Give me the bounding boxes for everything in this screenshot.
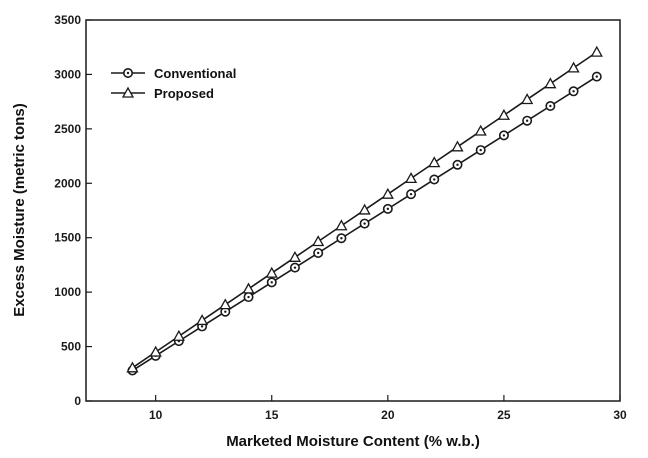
legend: Conventional Proposed (111, 66, 236, 101)
triangle-marker (149, 345, 162, 357)
circle-marker-center (502, 134, 506, 137)
circle-marker-center (433, 178, 436, 181)
triangle-marker (358, 203, 371, 215)
y-axis-title: Excess Moisture (metric tons) (11, 103, 28, 316)
circle-marker-center (549, 104, 552, 108)
triangle-marker (195, 314, 209, 326)
circle-marker-center (363, 222, 366, 225)
circle-marker-center (456, 163, 459, 166)
triangle-marker (381, 187, 394, 199)
triangle-marker (567, 61, 580, 73)
triangle-marker (288, 250, 302, 262)
legend-item-conventional: Conventional (111, 66, 236, 81)
triangle-marker (474, 124, 487, 136)
y-tick-label: 2000 (54, 176, 81, 190)
x-axis-title: Marketed Moisture Content (% w.b.) (226, 433, 480, 450)
y-tick-label: 3500 (54, 13, 81, 27)
triangle-marker (451, 140, 464, 152)
circle-marker-center (270, 281, 273, 284)
triangle-marker (544, 77, 557, 89)
circle-marker-center (572, 90, 575, 93)
x-tick-label: 20 (381, 408, 395, 422)
circle-marker-center (386, 207, 390, 211)
triangle-marker (404, 172, 418, 184)
legend-label-proposed: Proposed (154, 86, 214, 101)
axis-ticks: 10 15 20 25 30 0 500 1000 1500 2000 2500 3000 3500 (54, 13, 627, 422)
plot-area-frame (85, 19, 621, 402)
triangle-marker (521, 93, 534, 105)
triangle-marker (335, 219, 348, 231)
x-tick-label: 15 (265, 408, 279, 422)
series-conventional (127, 71, 602, 376)
triangle-marker (312, 235, 325, 247)
circle-marker-center (525, 119, 529, 122)
circle-marker-center (247, 295, 250, 299)
circle-marker-center (479, 148, 482, 152)
triangle-marker (219, 298, 232, 310)
y-tick-label: 0 (74, 394, 81, 408)
y-tick-label: 3000 (54, 67, 81, 81)
triangle-marker (265, 266, 278, 278)
circle-marker-center (200, 325, 204, 328)
triangle-marker (497, 108, 511, 120)
circle-marker-center (340, 237, 343, 240)
triangle-marker (242, 282, 255, 294)
circle-marker-center (409, 192, 413, 196)
series-layer (126, 45, 603, 376)
circle-marker-center (126, 71, 130, 75)
x-tick-label: 30 (613, 408, 627, 422)
x-tick-label: 10 (149, 408, 163, 422)
circle-marker-center (316, 251, 320, 255)
triangle-marker (121, 86, 135, 98)
y-tick-label: 2500 (54, 122, 81, 136)
legend-item-proposed: Proposed (111, 86, 214, 101)
x-tick-label: 25 (497, 408, 511, 422)
y-tick-label: 1500 (54, 231, 81, 245)
circle-marker-center (293, 266, 297, 269)
triangle-marker (172, 329, 185, 341)
series-proposed (126, 45, 603, 373)
legend-label-conventional: Conventional (154, 66, 236, 81)
y-tick-label: 500 (61, 340, 81, 354)
triangle-marker (126, 361, 139, 373)
triangle-marker (590, 45, 603, 57)
triangle-marker (428, 156, 441, 168)
circle-marker-center (224, 310, 227, 313)
y-tick-label: 1000 (54, 285, 81, 299)
circle-marker-center (595, 75, 598, 78)
